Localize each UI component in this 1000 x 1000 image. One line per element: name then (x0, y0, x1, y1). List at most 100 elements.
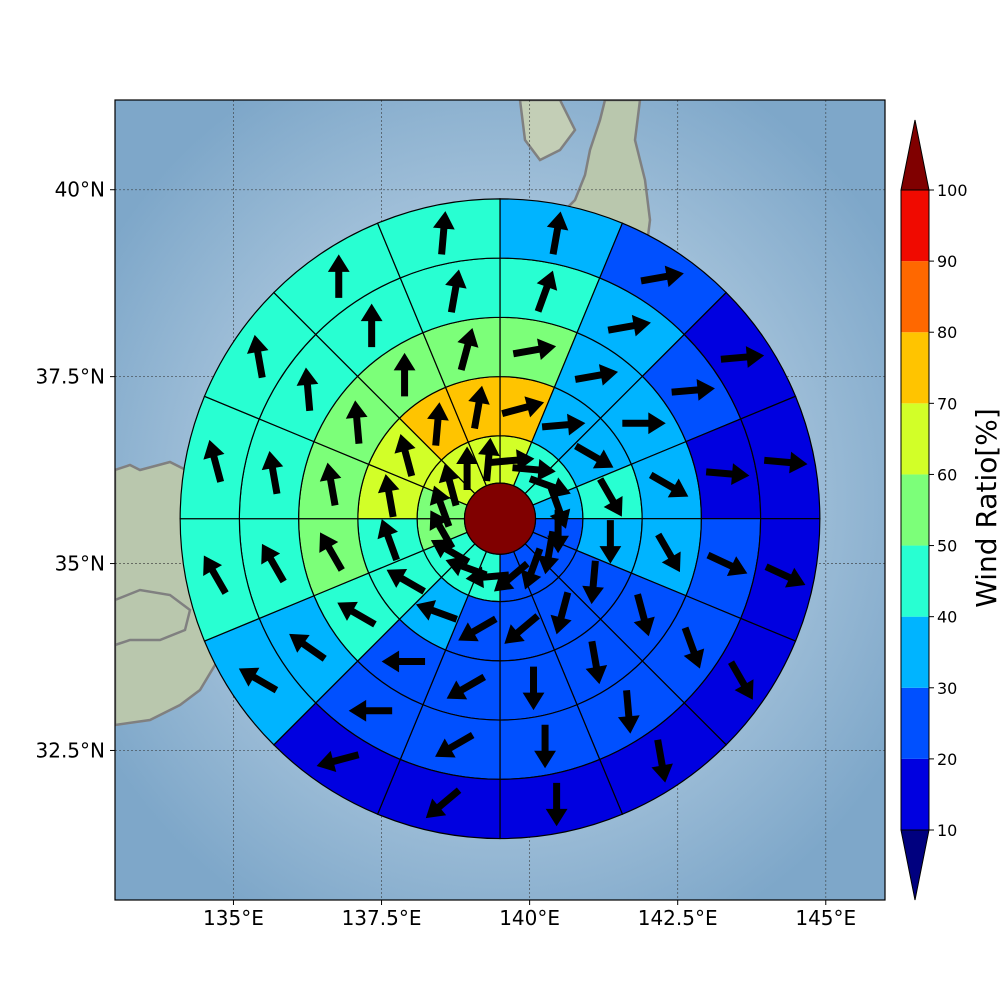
colorbar-under-arrow (900, 829, 930, 901)
wind-arrow (681, 626, 705, 669)
colorbar-tick-label: 50 (937, 537, 957, 556)
wind-arrow (478, 437, 500, 482)
wind-arrow (261, 543, 287, 584)
colorbar-segment (901, 474, 929, 546)
wind-arrow (546, 211, 569, 255)
wind-arrow (651, 739, 673, 783)
wind-arrow (348, 699, 393, 722)
wind-arrow (501, 396, 545, 418)
wind-arrow (574, 364, 619, 386)
wind-arrow (648, 471, 689, 498)
wind-arrow (520, 547, 544, 590)
wind-arrow (617, 690, 640, 734)
wind-arrow (445, 269, 467, 313)
wind-arrow (522, 666, 545, 711)
wind-arrow (327, 254, 350, 298)
wind-arrow (585, 640, 608, 685)
wind-arrow (345, 400, 368, 444)
map-frame (114, 99, 886, 901)
wind-arrow (296, 367, 319, 412)
wind-arrow (446, 673, 486, 700)
wind-arrow (493, 560, 530, 592)
wind-arrow (728, 660, 754, 700)
wind-arrow (456, 446, 478, 490)
wind-arrow (337, 601, 377, 628)
wind-arrow (457, 328, 479, 371)
colorbar-tick-label: 30 (937, 679, 957, 698)
colorbar-segment (901, 545, 929, 617)
wind-arrows (203, 211, 808, 827)
colorbar-segment (901, 616, 929, 688)
wind-arrow (705, 463, 750, 485)
wind-arrow (528, 475, 571, 498)
sector-ring5-16 (376, 198, 501, 279)
wind-arrow (377, 474, 400, 518)
colorbar-frame (900, 189, 930, 831)
wind-arrow (764, 563, 806, 588)
axis-ticks: 135°E 137.5°E 140°E 142.5°E 145°E 40°N 37.5°N 3… (36, 178, 857, 930)
wind-arrow (427, 402, 449, 446)
y-tick-label: 37.5°N (36, 365, 106, 389)
wind-arrow (607, 314, 651, 337)
y-tick-label: 32.5°N (36, 738, 106, 762)
wind-arrow (582, 560, 604, 605)
y-tick-label: 40°N (55, 178, 105, 202)
colorbar-tick-label: 20 (937, 750, 957, 769)
colorbar-tick-label: 80 (937, 323, 957, 342)
wind-arrow (289, 633, 327, 662)
wind-arrow (537, 530, 560, 575)
wind-arrow (640, 265, 684, 288)
wind-arrow (246, 334, 269, 379)
colorbar-segment (901, 403, 929, 475)
land-shikoku-kyushu (115, 588, 192, 647)
wind-arrow (599, 520, 622, 564)
wind-arrow (360, 303, 383, 348)
colorbar-segment (901, 332, 929, 404)
wind-arrow (319, 532, 345, 572)
wind-arrow (550, 591, 572, 635)
wind-arrow (490, 449, 535, 471)
wind-arrow (597, 477, 623, 517)
y-tick-label: 35°N (55, 552, 105, 576)
wind-arrow (720, 346, 765, 368)
land-north (518, 100, 577, 162)
wind-arrow (574, 442, 614, 469)
wind-arrow (706, 551, 748, 576)
wind-arrow (393, 352, 416, 397)
colorbar-segment (901, 190, 929, 262)
map-panel: 135°E 137.5°E 140°E 142.5°E 145°E 40°N 37.5°N 3… (36, 99, 886, 930)
wind-arrow (432, 211, 455, 255)
colorbar-tick-label: 100 (937, 181, 968, 200)
wind-arrow (512, 459, 556, 481)
colorbar-over-arrow (900, 119, 930, 191)
wind-arrow (425, 787, 462, 819)
center-disc (463, 482, 537, 555)
wind-arrow (238, 667, 279, 694)
wind-arrow (633, 593, 655, 637)
x-tick-label: 142.5°E (638, 906, 718, 930)
colorbar-tick-label: 90 (937, 252, 957, 271)
wind-arrow (430, 539, 471, 565)
colorbar-segment (901, 687, 929, 759)
wind-arrow (504, 613, 540, 644)
colorbar-tick-label: 10 (937, 821, 957, 840)
wind-arrow (468, 385, 490, 430)
colorbar-segment (901, 758, 929, 830)
x-tick-label: 135°E (203, 906, 264, 930)
wind-arrow (671, 379, 715, 401)
colorbar-tick-label: 70 (937, 394, 957, 413)
wind-arrow (429, 510, 456, 550)
colorbar-label: Wind Ratio[%] (970, 408, 1000, 608)
wind-arrow (438, 463, 460, 507)
wind-arrow (377, 519, 400, 562)
wind-arrow (541, 413, 586, 436)
wind-arrow (429, 485, 453, 528)
wind-arrow (316, 750, 360, 772)
wind-arrow (394, 434, 416, 477)
wind-arrow (534, 270, 558, 313)
wind-arrow (261, 451, 284, 495)
colorbar-segment (901, 261, 929, 333)
wind-arrow (655, 532, 681, 573)
wind-arrow (763, 451, 808, 474)
